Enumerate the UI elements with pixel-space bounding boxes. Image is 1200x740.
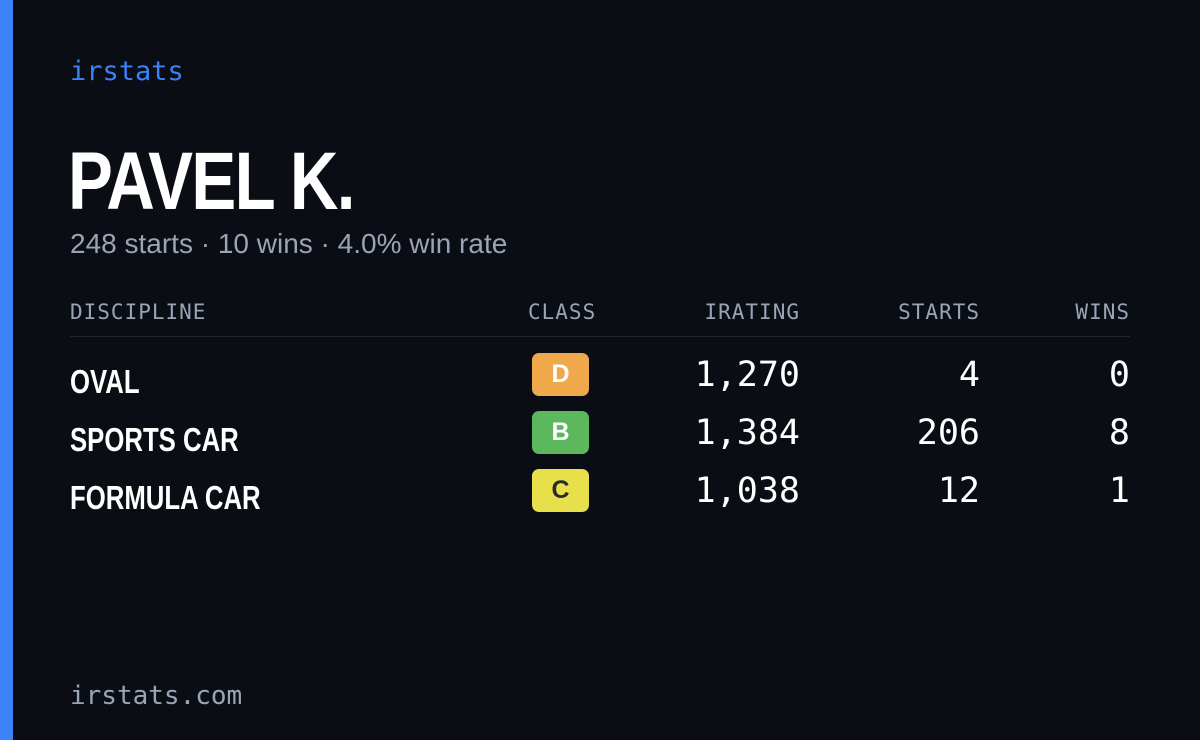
discipline-name: SPORTS CAR xyxy=(70,421,239,458)
header-starts: STARTS xyxy=(898,300,980,324)
discipline-name: OVAL xyxy=(70,363,140,400)
wins-value: 1 xyxy=(1108,471,1130,511)
header-class: CLASS xyxy=(528,300,597,324)
wins-value: 0 xyxy=(1108,355,1130,395)
starts-value: 206 xyxy=(916,413,980,453)
class-badge: B xyxy=(532,411,589,454)
starts-value: 4 xyxy=(958,355,980,395)
table-row: SPORTS CAR B 1,384 206 8 xyxy=(70,411,1130,469)
table-header: DISCIPLINE CLASS IRATING STARTS WINS xyxy=(70,300,1130,337)
header-discipline: DISCIPLINE xyxy=(70,300,207,324)
accent-bar xyxy=(0,0,13,740)
header-wins: WINS xyxy=(1075,300,1130,324)
class-badge: D xyxy=(532,353,589,396)
table-row: OVAL D 1,270 4 0 xyxy=(70,353,1130,411)
brand-label: irstats xyxy=(70,56,184,87)
player-summary: 248 starts · 10 wins · 4.0% win rate xyxy=(70,228,508,259)
footer-domain: irstats.com xyxy=(70,681,243,711)
table-body: OVAL D 1,270 4 0 SPORTS CAR B 1,384 206 … xyxy=(70,353,1130,527)
discipline-table: DISCIPLINE CLASS IRATING STARTS WINS OVA… xyxy=(70,300,1130,527)
wins-value: 8 xyxy=(1108,413,1130,453)
table-row: FORMULA CAR C 1,038 12 1 xyxy=(70,469,1130,527)
irating-value: 1,270 xyxy=(694,355,800,395)
irating-value: 1,038 xyxy=(694,471,800,511)
player-name: PAVEL K. xyxy=(68,136,355,227)
class-badge: C xyxy=(532,469,589,512)
irating-value: 1,384 xyxy=(694,413,800,453)
discipline-name: FORMULA CAR xyxy=(70,479,261,516)
starts-value: 12 xyxy=(937,471,980,511)
header-irating: IRATING xyxy=(704,300,800,324)
